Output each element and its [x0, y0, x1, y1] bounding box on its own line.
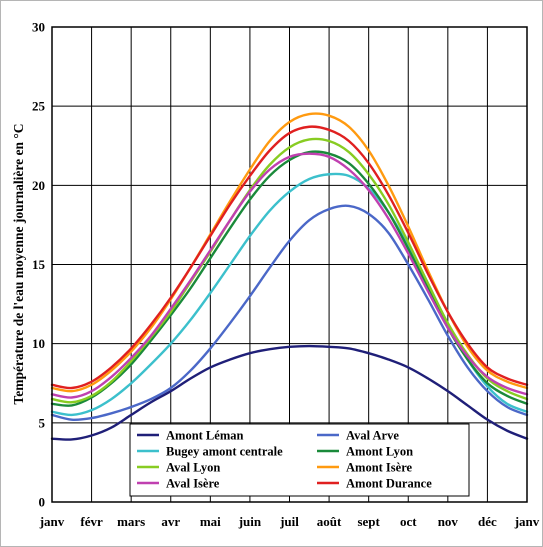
legend: Amont Léman Aval Arve Bugey amont centrale… — [129, 423, 470, 497]
x-tick-label: janv — [514, 514, 540, 529]
y-tick-label: 15 — [32, 257, 46, 272]
legend-box — [129, 423, 470, 497]
legend-label: Bugey amont centrale — [166, 445, 283, 459]
legend-label: Aval Lyon — [166, 461, 220, 475]
x-tick-label: mars — [117, 514, 145, 529]
legend-label: Amont Durance — [346, 477, 432, 491]
y-tick-label: 20 — [32, 178, 45, 193]
y-tick-label: 25 — [32, 99, 46, 114]
x-tick-label: juil — [279, 514, 299, 529]
x-tick-label: août — [317, 514, 342, 529]
y-tick-label: 5 — [39, 415, 46, 430]
y-tick-label: 0 — [39, 495, 46, 510]
plot-area-border — [51, 26, 528, 503]
x-tick-label: nov — [438, 514, 459, 529]
x-tick-label: sept — [357, 514, 380, 529]
series-line — [50, 344, 529, 441]
series-line — [50, 137, 529, 404]
x-tick-label: déc — [478, 514, 497, 529]
legend-label: Amont Lyon — [346, 445, 413, 459]
x-tick-labels: janv févr mars avr mai juin juil août sept oct nov… — [39, 514, 540, 529]
legend-label: Aval Isère — [166, 477, 220, 491]
x-tick-label: oct — [400, 514, 417, 529]
x-tick-label: juin — [238, 514, 262, 529]
series-lines — [50, 112, 529, 441]
x-tick-label: janv — [39, 514, 65, 529]
legend-label: Amont Léman — [166, 429, 243, 443]
y-tick-label: 10 — [32, 336, 45, 351]
x-tick-label: avr — [161, 514, 180, 529]
series-line — [50, 204, 529, 421]
y-axis-label: Température de l'eau moyenne journalière… — [11, 123, 26, 404]
legend-label: Aval Arve — [346, 429, 399, 443]
x-tick-label: févr — [80, 514, 103, 529]
x-tick-label: mai — [200, 514, 221, 529]
y-tick-label: 30 — [32, 20, 45, 35]
series-line — [50, 125, 529, 390]
legend-label: Amont Isère — [346, 461, 413, 475]
y-tick-labels: 0 5 10 15 20 25 30 — [32, 20, 46, 510]
series-line — [50, 152, 529, 399]
